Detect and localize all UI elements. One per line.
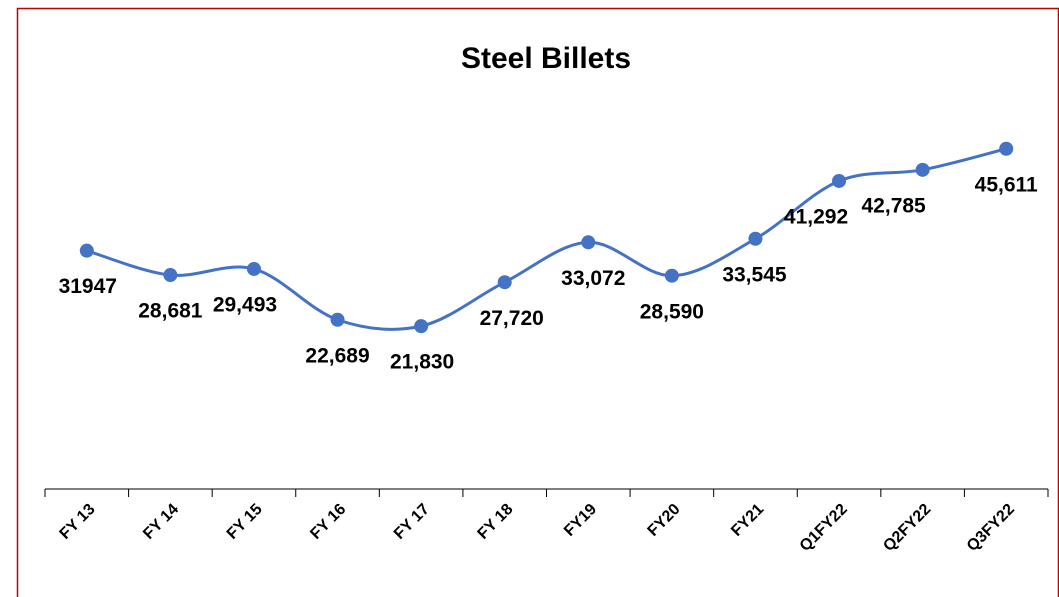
data-label: 42,785 bbox=[862, 194, 927, 217]
data-label: 33,072 bbox=[561, 267, 625, 290]
marker bbox=[497, 275, 512, 290]
x-tick-label: FY 18 bbox=[475, 501, 517, 543]
marker bbox=[330, 312, 345, 327]
x-tick-label: FY 17 bbox=[391, 501, 433, 543]
marker bbox=[915, 162, 930, 177]
chart-title: Steel Billets bbox=[461, 42, 631, 75]
data-label: 22,689 bbox=[305, 344, 369, 367]
data-label: 45,611 bbox=[975, 173, 1038, 196]
marker bbox=[414, 319, 429, 334]
marker bbox=[832, 173, 847, 188]
data-label: 21,830 bbox=[390, 351, 454, 374]
x-tick-label: Q1FY22 bbox=[797, 501, 851, 555]
x-tick-label: FY 14 bbox=[140, 501, 182, 543]
marker bbox=[163, 268, 178, 283]
data-label: 33,545 bbox=[722, 263, 787, 286]
data-label: 27,720 bbox=[480, 307, 544, 330]
marker bbox=[999, 141, 1014, 156]
x-tick-label: FY21 bbox=[728, 501, 767, 540]
x-tick-label: FY 16 bbox=[307, 501, 349, 543]
x-tick-label: FY20 bbox=[645, 501, 684, 540]
x-tick-label: FY 15 bbox=[224, 501, 266, 543]
x-tick-label: Q3FY22 bbox=[964, 501, 1018, 555]
marker bbox=[581, 235, 596, 250]
x-tick-label: FY 13 bbox=[57, 501, 99, 543]
data-label: 31947 bbox=[59, 275, 117, 298]
marker bbox=[664, 268, 679, 283]
marker bbox=[246, 261, 261, 276]
x-tick-label: Q2FY22 bbox=[880, 501, 934, 555]
marker bbox=[748, 231, 763, 246]
data-label: 41,292 bbox=[784, 206, 848, 229]
marker bbox=[79, 243, 94, 258]
data-label: 29,493 bbox=[213, 294, 277, 317]
x-tick-label: FY19 bbox=[561, 501, 600, 540]
data-label: 28,590 bbox=[640, 300, 704, 323]
data-label: 28,681 bbox=[138, 300, 203, 323]
